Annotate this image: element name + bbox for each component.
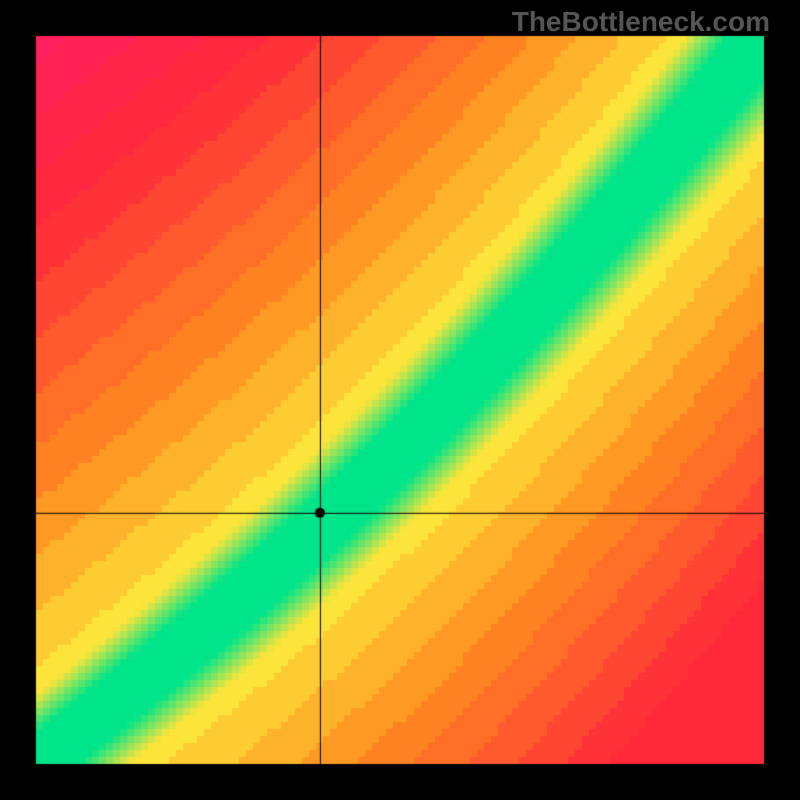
watermark-text: TheBottleneck.com <box>512 6 770 38</box>
bottleneck-heatmap <box>0 0 800 800</box>
chart-container: TheBottleneck.com <box>0 0 800 800</box>
